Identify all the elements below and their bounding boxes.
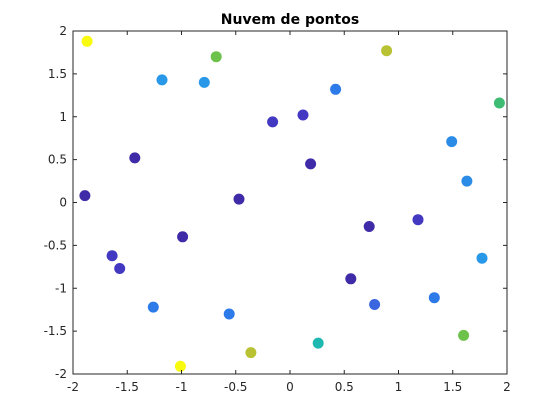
x-tick-label-9: 2	[503, 380, 511, 394]
x-tick-label-7: 1	[395, 380, 403, 394]
data-point-13	[461, 175, 473, 187]
data-point-9	[297, 109, 309, 121]
data-point-12	[305, 158, 317, 170]
data-point-4	[210, 51, 222, 63]
data-point-1	[81, 35, 93, 47]
y-tick-label-1: -2	[55, 367, 67, 381]
x-tick-label-8: 1.5	[443, 380, 462, 394]
ticks-layer: -2 -1.5 -1 -0.5 0 0.5 1 1.5 2 -2 -1.5 -1 -0.5 0 0.5 1 1.…	[44, 24, 511, 394]
data-point-30	[174, 360, 186, 372]
data-point-6	[493, 97, 505, 109]
y-tick-label-4: -0.5	[44, 238, 67, 252]
data-point-26	[223, 308, 235, 320]
data-point-29	[245, 347, 257, 359]
axes-box	[72, 30, 508, 375]
x-tick-label-2: -1.5	[116, 380, 139, 394]
points-layer	[79, 35, 505, 372]
y-tick-label-5: 0	[59, 196, 67, 210]
data-point-7	[330, 83, 342, 95]
data-point-11	[129, 152, 141, 164]
data-point-14	[79, 190, 91, 202]
y-tick-label-9: 2	[59, 24, 67, 38]
data-point-17	[363, 221, 375, 232]
x-tick-label-1: -2	[67, 380, 79, 394]
data-point-25	[147, 301, 159, 313]
data-point-27	[312, 337, 324, 349]
data-point-19	[106, 250, 118, 262]
data-point-3	[198, 76, 210, 88]
y-tick-label-6: 0.5	[48, 153, 67, 167]
x-tick-label-4: -0.5	[224, 380, 247, 394]
data-point-2	[156, 74, 168, 86]
data-point-5	[381, 45, 393, 57]
x-tick-label-6: 0.5	[335, 380, 354, 394]
data-point-21	[476, 252, 488, 264]
x-tick-label-5: 0	[286, 380, 294, 394]
x-tick-label-3: -1	[176, 380, 188, 394]
y-tick-label-8: 1.5	[48, 67, 67, 81]
data-point-8	[267, 116, 279, 128]
y-tick-label-7: 1	[59, 110, 67, 124]
data-point-15	[233, 193, 245, 205]
chart-title: Nuvem de pontos	[221, 12, 359, 28]
data-point-16	[412, 214, 424, 226]
data-point-20	[114, 263, 126, 274]
data-point-28	[458, 329, 470, 341]
data-point-23	[428, 292, 440, 304]
data-point-22	[345, 273, 357, 285]
data-point-18	[177, 231, 189, 243]
y-tick-label-3: -1	[55, 281, 67, 295]
y-tick-label-2: -1.5	[44, 324, 67, 338]
data-point-10	[446, 136, 458, 148]
data-point-24	[369, 299, 381, 310]
